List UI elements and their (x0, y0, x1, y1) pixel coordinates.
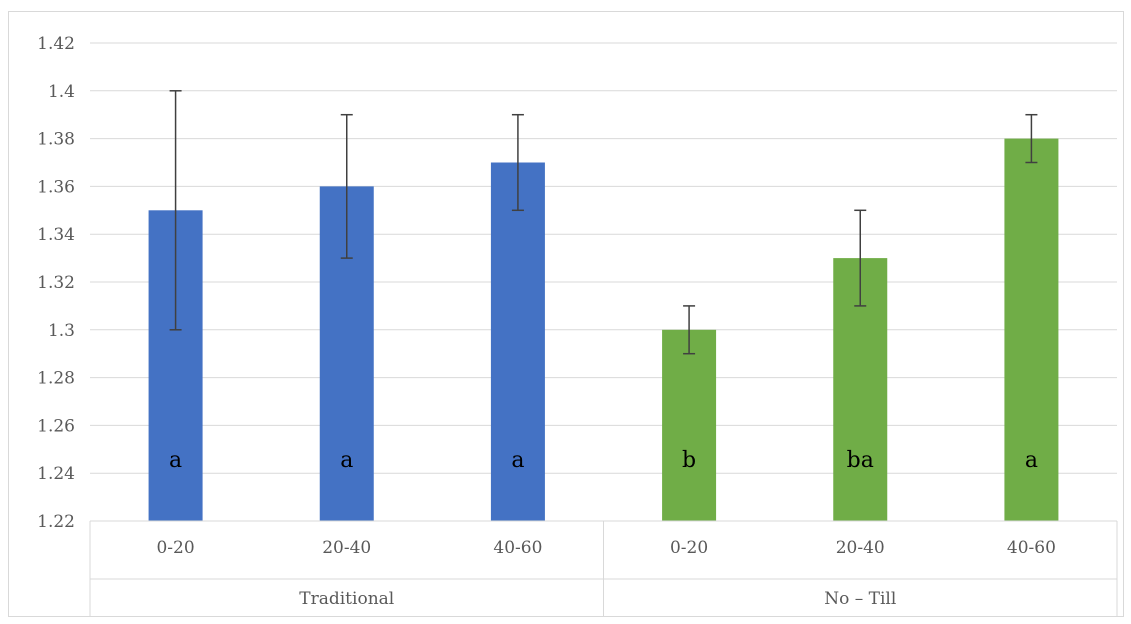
y-tick-label: 1.34 (37, 225, 75, 245)
x-group-label: No – Till (824, 589, 896, 609)
y-tick-label: 1.32 (37, 273, 75, 293)
grid-lines (90, 42, 1117, 474)
chart-frame: 1.22 1.24 1.26 1.28 1.3 1.32 1.34 1.36 1.38 1.4 1.… (8, 11, 1124, 617)
significance-letter: a (1025, 448, 1038, 473)
y-tick-label: 1.38 (37, 130, 75, 150)
y-tick-label: 1.24 (37, 464, 75, 484)
bar (1004, 138, 1059, 521)
x-category-label: 0-20 (156, 538, 194, 558)
x-category-label: 40-60 (1007, 538, 1056, 558)
y-tick-label: 1.22 (37, 512, 75, 532)
significance-letter: b (682, 448, 696, 473)
x-axis: 0-20 20-40 40-60 0-20 20-40 40-60 Traditional N… (89, 520, 1118, 616)
y-tick-label: 1.36 (37, 177, 75, 197)
x-category-label: 0-20 (670, 538, 708, 558)
x-group-label: Traditional (299, 589, 394, 609)
bar (662, 329, 717, 521)
significance-letter: ba (847, 448, 874, 473)
y-tick-label: 1.28 (37, 369, 75, 389)
y-tick-label: 1.42 (37, 34, 75, 54)
y-tick-label: 1.3 (48, 321, 75, 341)
y-tick-label: 1.4 (48, 82, 75, 102)
y-tick-label: 1.26 (37, 416, 75, 436)
significance-letters: a a a b ba a (169, 448, 1038, 473)
bar-chart: 1.22 1.24 1.26 1.28 1.3 1.32 1.34 1.36 1.38 1.4 1.… (37, 34, 1118, 616)
x-category-label: 40-60 (493, 538, 542, 558)
y-axis-ticks: 1.22 1.24 1.26 1.28 1.3 1.32 1.34 1.36 1.38 1.4 1.… (37, 34, 75, 532)
bar (490, 162, 545, 521)
significance-letter: a (511, 448, 524, 473)
significance-letter: a (169, 448, 182, 473)
x-category-label: 20-40 (322, 538, 371, 558)
error-bars (169, 90, 1038, 355)
significance-letter: a (340, 448, 353, 473)
x-category-label: 20-40 (836, 538, 885, 558)
